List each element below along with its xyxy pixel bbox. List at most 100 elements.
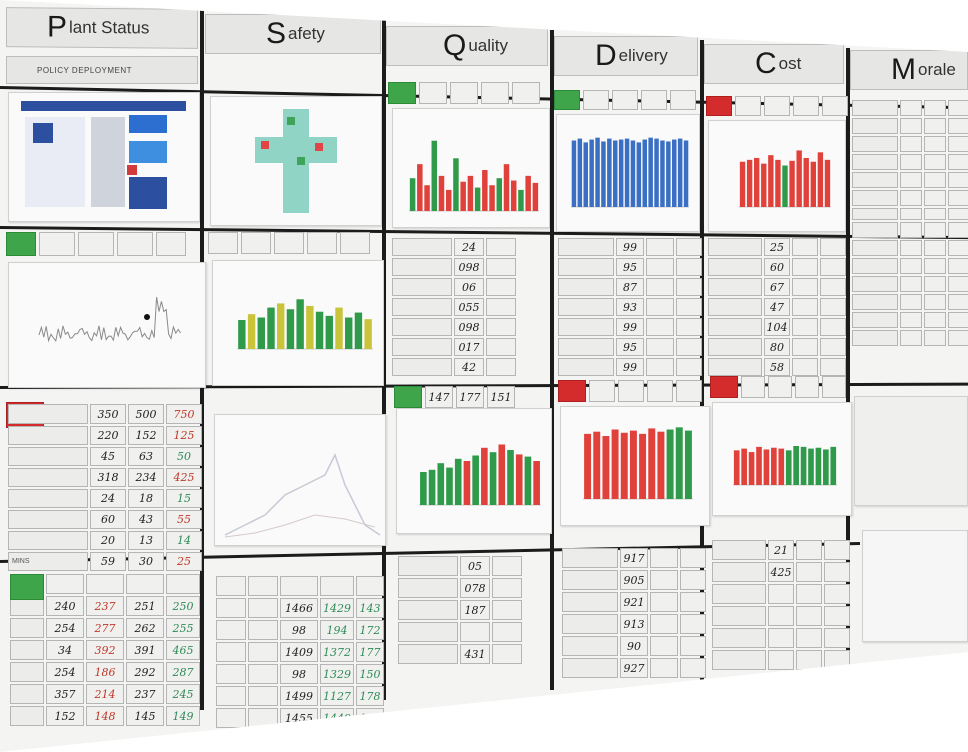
table-cell[interactable]: 186 — [86, 662, 124, 682]
table-cell[interactable] — [900, 240, 922, 256]
row-label[interactable] — [712, 606, 766, 626]
table-cell[interactable] — [216, 620, 246, 640]
table-cell[interactable]: 1372 — [320, 642, 354, 662]
table-cell[interactable]: 15 — [166, 489, 202, 508]
table-cell[interactable] — [900, 222, 922, 238]
table-cell[interactable] — [820, 298, 846, 316]
table-cell[interactable]: 917 — [620, 548, 648, 568]
table-cell[interactable] — [492, 578, 522, 598]
table-cell[interactable]: 150 — [356, 664, 384, 684]
table-cell[interactable] — [486, 238, 516, 256]
row-label[interactable] — [392, 258, 452, 276]
row-label[interactable] — [852, 276, 898, 292]
table-cell[interactable] — [650, 570, 678, 590]
table-cell[interactable]: 180 — [356, 708, 384, 728]
table-cell[interactable]: 237 — [86, 596, 124, 616]
table-cell[interactable] — [650, 614, 678, 634]
table-cell[interactable] — [900, 154, 922, 170]
table-cell[interactable] — [676, 298, 702, 316]
table-cell[interactable] — [646, 358, 674, 376]
table-cell[interactable]: 1499 — [280, 686, 318, 706]
table-cell[interactable] — [924, 100, 946, 116]
row-label[interactable] — [852, 330, 898, 346]
table-cell[interactable]: 45 — [90, 447, 126, 466]
row-label[interactable] — [708, 338, 762, 356]
row-label[interactable] — [10, 618, 44, 638]
status-cell[interactable] — [208, 232, 238, 254]
table-cell[interactable] — [676, 318, 702, 336]
table-cell[interactable]: 145 — [126, 706, 164, 726]
table-cell[interactable]: 254 — [46, 662, 84, 682]
table-cell[interactable] — [948, 240, 968, 256]
table-cell[interactable] — [646, 278, 674, 296]
table-cell[interactable] — [248, 708, 278, 728]
row-label[interactable] — [852, 294, 898, 310]
table-cell[interactable]: 55 — [166, 510, 202, 529]
table-cell[interactable]: 913 — [620, 614, 648, 634]
table-cell[interactable] — [924, 136, 946, 152]
row-label[interactable] — [708, 298, 762, 316]
row-label[interactable] — [708, 358, 762, 376]
row-label[interactable] — [558, 358, 614, 376]
table-cell[interactable]: 42 — [454, 358, 484, 376]
table-cell[interactable] — [824, 562, 850, 582]
table-cell[interactable] — [900, 100, 922, 116]
table-cell[interactable]: 60 — [764, 258, 790, 276]
table-cell[interactable] — [948, 208, 968, 220]
table-cell[interactable]: 104 — [764, 318, 790, 336]
table-cell[interactable]: 90 — [620, 636, 648, 656]
table-cell[interactable]: 24 — [454, 238, 484, 256]
status-cell[interactable] — [735, 96, 761, 116]
table-cell[interactable] — [824, 650, 850, 670]
table-cell[interactable]: 098 — [454, 258, 484, 276]
table-cell[interactable] — [792, 278, 818, 296]
status-cell[interactable] — [340, 232, 370, 254]
quality-status-square-2[interactable] — [394, 386, 422, 408]
table-cell[interactable] — [486, 338, 516, 356]
table-cell[interactable] — [680, 658, 706, 678]
table-cell[interactable] — [948, 136, 968, 152]
table-cell[interactable] — [924, 190, 946, 206]
table-cell[interactable]: 017 — [454, 338, 484, 356]
table-cell[interactable]: 25 — [764, 238, 790, 256]
table-cell[interactable]: 63 — [128, 447, 164, 466]
table-cell[interactable] — [46, 574, 84, 594]
table-cell[interactable] — [486, 318, 516, 336]
table-cell[interactable] — [924, 294, 946, 310]
table-cell[interactable] — [792, 298, 818, 316]
table-cell[interactable]: 05 — [460, 556, 490, 576]
row-label[interactable] — [398, 600, 458, 620]
table-cell[interactable]: 149 — [166, 706, 200, 726]
table-cell[interactable]: 21 — [768, 540, 794, 560]
table-cell[interactable]: 13 — [128, 531, 164, 550]
row-label[interactable] — [708, 278, 762, 296]
table-cell[interactable]: 318 — [90, 468, 126, 487]
table-cell[interactable] — [492, 556, 522, 576]
table-cell[interactable]: 1455 — [280, 708, 318, 728]
cost-red-square[interactable] — [710, 376, 738, 398]
row-label[interactable] — [8, 489, 88, 508]
row-label[interactable] — [852, 240, 898, 256]
table-cell[interactable]: 98 — [280, 664, 318, 684]
table-cell[interactable] — [948, 312, 968, 328]
table-cell[interactable] — [924, 118, 946, 134]
table-cell[interactable]: 34 — [46, 640, 84, 660]
table-cell[interactable] — [460, 622, 490, 642]
row-label[interactable] — [8, 468, 88, 487]
status-cell[interactable] — [117, 232, 153, 256]
table-cell[interactable]: 220 — [90, 426, 126, 445]
table-cell[interactable] — [820, 258, 846, 276]
table-cell[interactable] — [796, 650, 822, 670]
table-cell[interactable]: 152 — [128, 426, 164, 445]
row-label[interactable] — [8, 447, 88, 466]
table-cell[interactable]: 078 — [460, 578, 490, 598]
row-label[interactable] — [852, 118, 898, 134]
table-cell[interactable] — [820, 238, 846, 256]
table-cell[interactable] — [248, 686, 278, 706]
table-cell[interactable] — [486, 278, 516, 296]
row-label[interactable] — [712, 650, 766, 670]
row-label[interactable] — [852, 154, 898, 170]
status-cell[interactable] — [676, 380, 702, 402]
table-cell[interactable]: 187 — [460, 600, 490, 620]
row-label[interactable] — [558, 278, 614, 296]
